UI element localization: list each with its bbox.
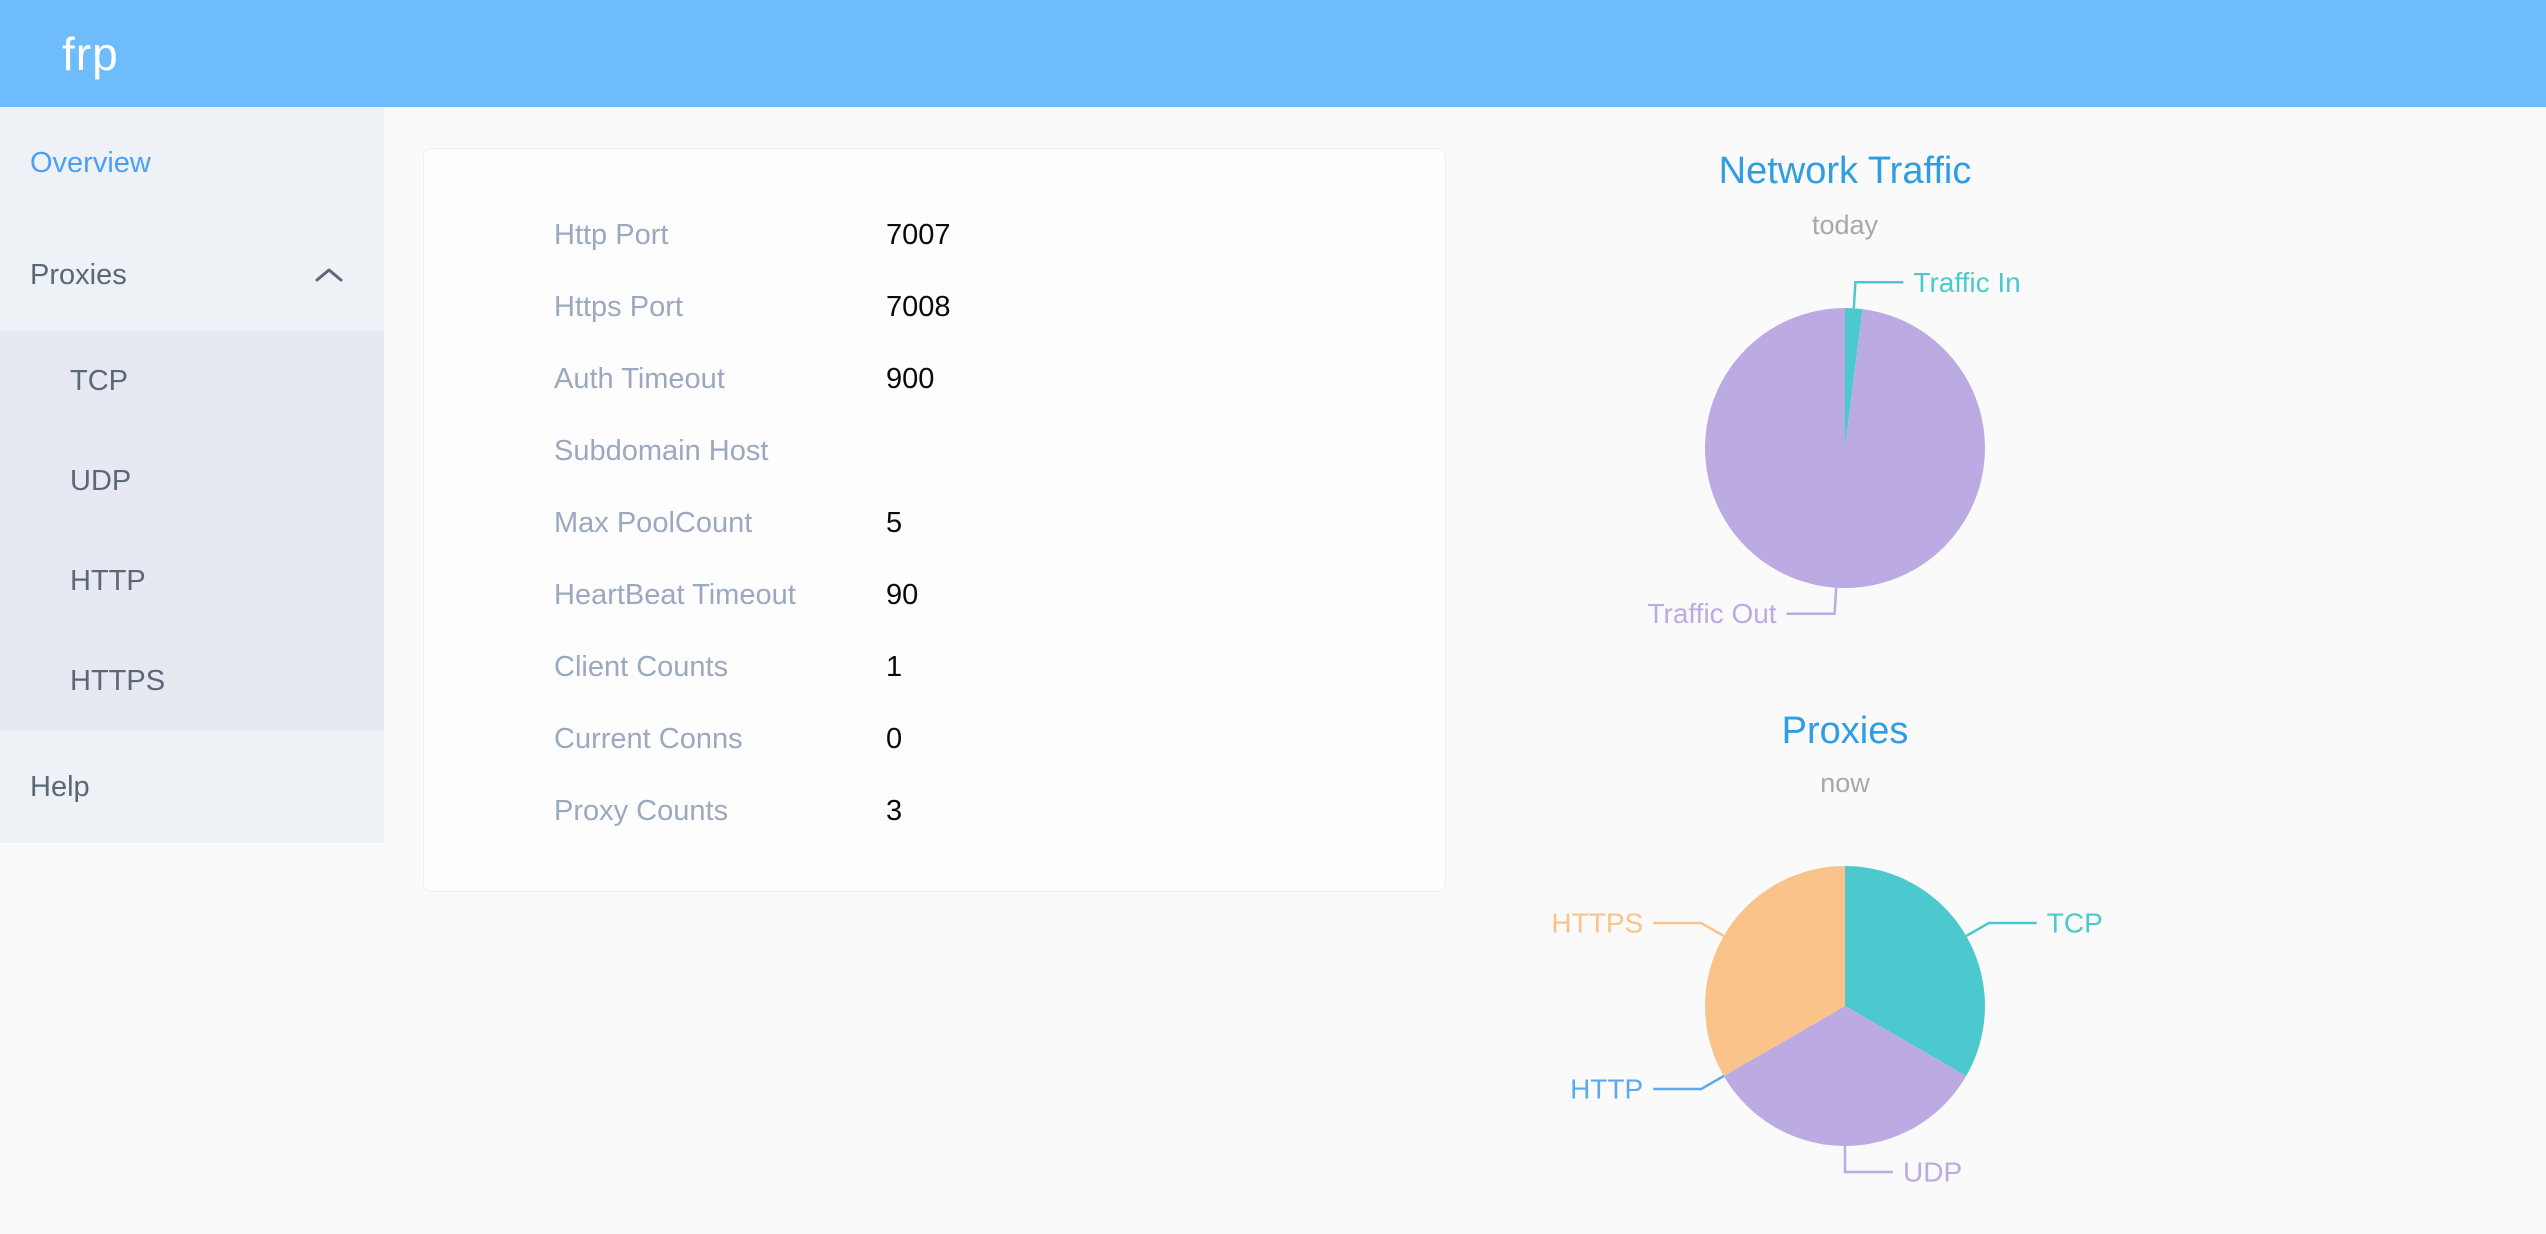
config-label: Proxy Counts xyxy=(554,794,729,827)
table-row: Proxy Counts 3 xyxy=(424,775,1445,847)
sidebar-item-help[interactable]: Help xyxy=(0,731,384,843)
pie-slice-traffic-in[interactable] xyxy=(1845,308,1863,448)
config-value: 1 xyxy=(886,650,903,683)
config-label: Https Port xyxy=(554,290,683,323)
table-row: Https Port 7008 xyxy=(424,271,1445,343)
proxies-submenu: TCP UDP HTTP HTTPS xyxy=(0,331,384,731)
sidebar-item-overview[interactable]: Overview xyxy=(0,107,384,219)
pie-label-http: HTTP xyxy=(1570,1074,1643,1105)
sidebar-item-proxies-label: Proxies xyxy=(30,258,127,291)
top-header: frp xyxy=(0,0,2546,107)
sidebar-item-proxies[interactable]: Proxies xyxy=(0,219,384,331)
config-value: 3 xyxy=(886,794,903,827)
pie-label-line-udp xyxy=(1843,1146,1893,1174)
config-value: 7007 xyxy=(886,218,951,251)
sidebar-item-http[interactable]: HTTP xyxy=(0,531,384,631)
config-label: Client Counts xyxy=(554,650,729,683)
config-value: 0 xyxy=(886,722,903,755)
pie-label-traffic-in: Traffic In xyxy=(1913,267,2020,298)
pie-slice-traffic-out[interactable] xyxy=(1704,308,1985,588)
config-value: 900 xyxy=(886,362,935,395)
config-label: Current Conns xyxy=(554,722,743,755)
chevron-up-icon xyxy=(314,267,344,283)
pie-label-tcp: TCP xyxy=(2047,908,2103,939)
config-label: Auth Timeout xyxy=(554,362,725,395)
table-row: Max PoolCount 5 xyxy=(424,487,1445,559)
app-logo: frp xyxy=(62,27,119,80)
sidebar-item-tcp[interactable]: TCP xyxy=(0,331,384,431)
config-value: 5 xyxy=(886,506,903,539)
table-row: Current Conns 0 xyxy=(424,703,1445,775)
proxies-pie-chart[interactable]: TCP UDP HTTP HTTPS xyxy=(1545,800,2145,1234)
pie-slice-tcp[interactable] xyxy=(1845,866,1985,1076)
sidebar-item-help-label: Help xyxy=(30,770,90,803)
pie-label-https: HTTPS xyxy=(1551,908,1643,939)
pie-slice-https[interactable] xyxy=(1705,866,1845,1076)
sidebar-item-https-label: HTTPS xyxy=(70,664,166,697)
sidebar-item-udp-label: UDP xyxy=(70,464,132,497)
pie-label-traffic-out: Traffic Out xyxy=(1647,598,1776,629)
network-traffic-title: Network Traffic xyxy=(1718,150,1972,192)
table-row: Http Port 7007 xyxy=(424,199,1445,271)
sidebar-item-udp[interactable]: UDP xyxy=(0,431,384,531)
sidebar-item-https[interactable]: HTTPS xyxy=(0,631,384,731)
pie-label-line-https xyxy=(1653,921,1725,938)
pie-slice-udp[interactable] xyxy=(1723,1006,1967,1146)
config-value: 7008 xyxy=(886,290,951,323)
pie-label-udp: UDP xyxy=(1903,1157,1962,1188)
sidebar: Overview Proxies TCP UDP HTTP HTTPS Help xyxy=(0,107,384,843)
table-row: Client Counts 1 xyxy=(424,631,1445,703)
proxies-chart-subtitle: now xyxy=(1820,768,1870,798)
network-traffic-subtitle: today xyxy=(1811,210,1879,240)
proxies-chart-title: Proxies xyxy=(1781,710,1909,752)
table-row: Auth Timeout 900 xyxy=(424,343,1445,415)
config-label: Max PoolCount xyxy=(554,506,753,539)
table-row: HeartBeat Timeout 90 xyxy=(424,559,1445,631)
sidebar-item-overview-label: Overview xyxy=(30,146,151,179)
config-label: Subdomain Host xyxy=(554,434,769,467)
config-label: HeartBeat Timeout xyxy=(554,578,796,611)
sidebar-item-tcp-label: TCP xyxy=(70,364,128,397)
sidebar-item-http-label: HTTP xyxy=(70,564,146,597)
server-config-card: Http Port 7007 Https Port 7008 Auth Timeou… xyxy=(423,148,1446,892)
pie-label-line-http xyxy=(1653,1074,1725,1091)
config-label: Http Port xyxy=(554,218,669,251)
pie-label-line-traffic-in xyxy=(1852,281,1904,309)
table-row: Subdomain Host xyxy=(424,415,1445,487)
network-traffic-pie-chart[interactable]: Traffic In Traffic Out xyxy=(1545,240,2145,706)
config-value: 90 xyxy=(886,578,919,611)
pie-label-line-tcp xyxy=(1965,921,2037,938)
pie-label-line-traffic-out xyxy=(1786,587,1838,615)
